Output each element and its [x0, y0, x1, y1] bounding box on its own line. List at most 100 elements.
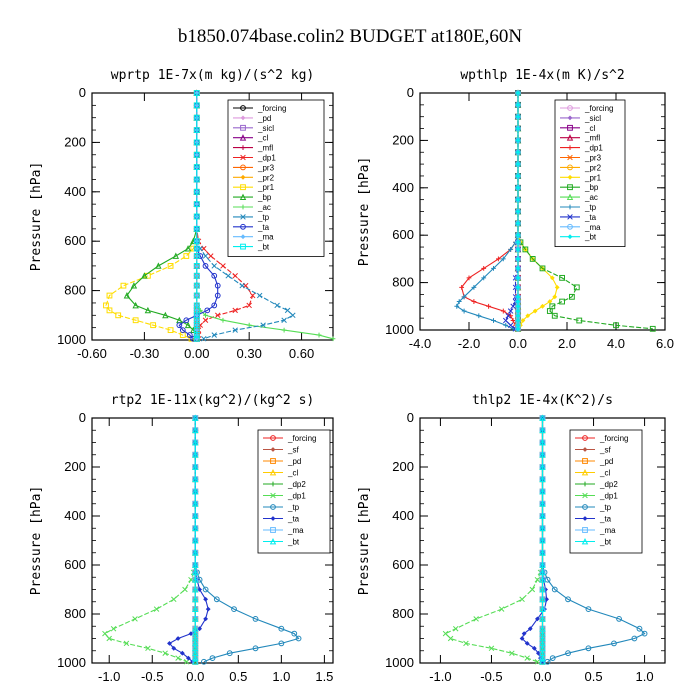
series-point	[471, 284, 477, 290]
series-point	[249, 292, 256, 299]
series-point	[505, 313, 511, 319]
series-point	[153, 606, 160, 612]
legend-marker	[239, 193, 247, 200]
series-point	[295, 635, 302, 642]
series-point	[193, 263, 200, 269]
series-point	[500, 308, 506, 314]
series-point	[186, 655, 191, 661]
x-tick-label: 4.0	[607, 336, 625, 351]
series-point	[519, 596, 525, 603]
series-point	[515, 322, 521, 328]
series-point	[539, 595, 546, 603]
series-point	[565, 650, 571, 657]
legend-marker	[240, 105, 246, 111]
legend-marker	[239, 134, 247, 141]
series-point	[141, 272, 148, 279]
legend-marker	[567, 214, 573, 220]
series-point	[539, 615, 546, 622]
series-point	[539, 512, 546, 519]
legend-label: _forcing	[287, 434, 316, 443]
y-tick-label: 1000	[57, 332, 86, 347]
legend-marker	[582, 435, 588, 441]
legend-label: _cl	[287, 469, 298, 478]
series-point	[252, 645, 259, 652]
series-point	[226, 650, 233, 657]
series-point	[515, 256, 521, 262]
series-point	[193, 139, 200, 146]
series-point	[150, 322, 157, 329]
series-point	[183, 253, 190, 259]
series-point	[281, 317, 287, 323]
series-point	[547, 299, 553, 304]
series-point	[167, 641, 172, 646]
series-line-dp1	[104, 418, 196, 663]
series-line-dp1	[444, 418, 544, 663]
legend-marker	[567, 223, 573, 230]
series-point	[500, 256, 506, 262]
legend-label: _cl	[584, 124, 595, 133]
series-point	[473, 616, 479, 622]
series-point	[192, 438, 199, 446]
series-point	[232, 307, 238, 314]
series-point	[193, 272, 200, 279]
series-point	[132, 616, 138, 622]
legend-marker	[567, 204, 573, 210]
series-point	[260, 322, 266, 328]
series-point	[539, 463, 546, 470]
series-point	[281, 327, 287, 333]
legend-marker	[582, 481, 588, 487]
series-point	[120, 282, 127, 289]
series-point	[197, 587, 202, 592]
series-point	[162, 311, 169, 319]
series-point	[515, 197, 521, 203]
series-point	[192, 487, 199, 495]
series-point	[106, 292, 113, 299]
legend-marker	[240, 223, 246, 230]
series-point	[103, 302, 109, 309]
legend-label: _pr1	[584, 173, 602, 182]
legend-label: _bt	[599, 538, 612, 547]
y-tick-label: 200	[392, 132, 414, 147]
series-point	[290, 312, 296, 319]
series-line-pr1	[105, 93, 198, 340]
series-point	[192, 500, 199, 507]
legend-marker	[567, 124, 573, 131]
series-point	[519, 636, 525, 641]
series-point	[515, 275, 521, 281]
series-point	[456, 299, 462, 304]
series-point	[631, 635, 638, 642]
legend-marker	[270, 481, 276, 487]
series-point	[539, 524, 546, 532]
y-tick-label: 800	[392, 606, 414, 621]
series-point	[193, 238, 200, 245]
series-point	[252, 616, 259, 622]
series-point	[106, 635, 112, 642]
series-point	[162, 650, 168, 656]
series-point	[202, 263, 209, 269]
series-point	[194, 293, 200, 298]
legend-label: _sicl	[584, 114, 601, 123]
legend-marker	[240, 164, 246, 171]
series-point	[246, 322, 252, 328]
series-point	[551, 586, 558, 593]
y-tick-label: 200	[392, 459, 414, 474]
legend-label: _forcing	[599, 434, 628, 443]
legend-marker	[269, 537, 277, 545]
series-point	[193, 253, 200, 259]
y-axis-label: Pressure [hPa]	[29, 162, 44, 272]
series-point	[110, 625, 117, 632]
legend-marker	[582, 458, 588, 464]
y-tick-label: 800	[64, 606, 86, 621]
legend-label: _bp	[257, 193, 272, 202]
series-point	[193, 332, 200, 338]
series-point	[531, 645, 537, 651]
series-point	[476, 313, 482, 319]
series-point	[539, 500, 546, 507]
legend-label: _ac	[584, 193, 598, 202]
legend-label: _tp	[257, 213, 270, 222]
series-point	[145, 645, 151, 652]
series-point	[539, 549, 546, 556]
series-point	[192, 576, 199, 583]
series-point	[498, 606, 505, 612]
legend-label: _pd	[287, 457, 301, 466]
